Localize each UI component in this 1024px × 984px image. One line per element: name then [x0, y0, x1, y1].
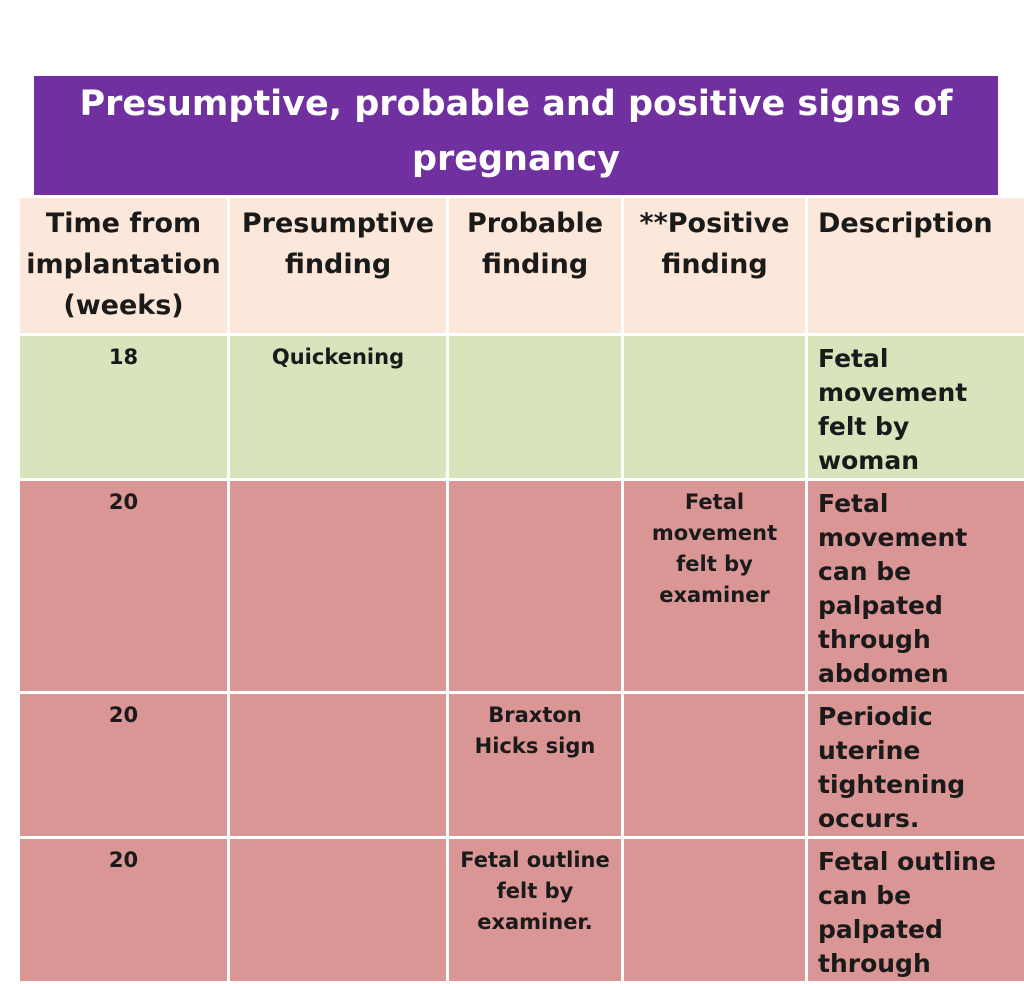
cell-time: 18: [19, 335, 229, 480]
cell-presumptive: [229, 480, 448, 693]
cell-description: Fetal movement can be palpated through a…: [807, 480, 1024, 693]
cell-time: 20: [19, 838, 229, 983]
cell-presumptive: [229, 693, 448, 838]
cell-time: 20: [19, 480, 229, 693]
cell-time: 20: [19, 693, 229, 838]
table-row: 20 Fetal movement felt by examiner Fetal…: [19, 480, 1024, 693]
cell-probable: Braxton Hicks sign: [448, 693, 623, 838]
cell-description: Fetal outline can be palpated through: [807, 838, 1024, 983]
cell-positive: [623, 335, 807, 480]
cell-description: Periodic uterine tightening occurs.: [807, 693, 1024, 838]
header-probable: Probable finding: [448, 197, 623, 335]
cell-positive: Fetal movement felt by examiner: [623, 480, 807, 693]
header-presumptive: Presumptive finding: [229, 197, 448, 335]
cell-positive: [623, 693, 807, 838]
cell-presumptive: Quickening: [229, 335, 448, 480]
slide-title: Presumptive, probable and positive signs…: [34, 76, 998, 195]
cell-presumptive: [229, 838, 448, 983]
cell-probable: [448, 335, 623, 480]
header-time: Time from implantation (weeks): [19, 197, 229, 335]
cell-positive: [623, 838, 807, 983]
table-header-row: Time from implantation (weeks) Presumpti…: [19, 197, 1024, 335]
cell-probable: [448, 480, 623, 693]
pregnancy-signs-table: Time from implantation (weeks) Presumpti…: [17, 195, 1024, 984]
cell-description: Fetal movement felt by woman: [807, 335, 1024, 480]
header-positive: **Positive finding: [623, 197, 807, 335]
cell-probable: Fetal outline felt by examiner.: [448, 838, 623, 983]
slide-title-text: Presumptive, probable and positive signs…: [74, 77, 958, 187]
header-description: Description: [807, 197, 1024, 335]
table-row: 18 Quickening Fetal movement felt by wom…: [19, 335, 1024, 480]
table-row: 20 Braxton Hicks sign Periodic uterine t…: [19, 693, 1024, 838]
table-row: 20 Fetal outline felt by examiner. Fetal…: [19, 838, 1024, 983]
